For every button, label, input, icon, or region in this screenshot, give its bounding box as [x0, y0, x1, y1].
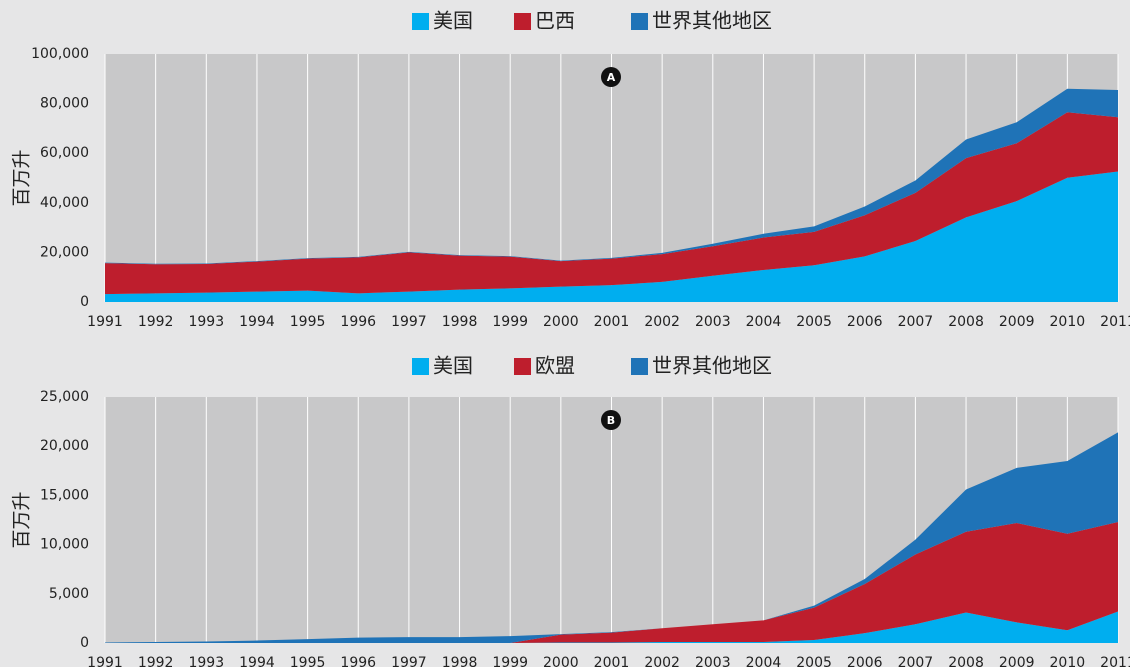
x-tick-label: 2010: [1050, 655, 1086, 667]
x-tick-label: 2007: [898, 314, 934, 330]
x-tick-label: 2011: [1100, 655, 1130, 667]
y-tick-label: 0: [80, 294, 89, 310]
annotation: B: [607, 414, 615, 427]
y-tick-label: 5,000: [49, 586, 89, 602]
y-axis-label: 百万升: [11, 491, 33, 548]
x-tick-label: 2003: [695, 314, 731, 330]
x-tick-label: 2003: [695, 655, 731, 667]
x-tick-label: 2001: [594, 314, 630, 330]
y-tick-label: 100,000: [31, 46, 89, 62]
annotation-marker: [601, 410, 621, 430]
x-tick-label: 2009: [999, 314, 1035, 330]
x-tick-label: 2008: [948, 655, 984, 667]
x-tick-label: 1995: [290, 314, 326, 330]
x-tick-label: 1993: [188, 655, 224, 667]
legend-label: 美国: [433, 9, 473, 33]
x-tick-label: 2005: [796, 314, 832, 330]
x-tick-label: 1997: [391, 655, 427, 667]
x-tick-label: 1994: [239, 314, 275, 330]
area: [105, 521, 1118, 643]
x-tick-label: 2008: [948, 314, 984, 330]
x-tick-label: 1993: [188, 314, 224, 330]
y-tick-label: 20,000: [40, 438, 89, 454]
x-tick-label: 2006: [847, 655, 883, 667]
x-tick-label: 1995: [290, 655, 326, 667]
legend-label: 巴西: [535, 9, 575, 33]
x-tick-label: 1996: [340, 655, 376, 667]
y-tick-label: 10,000: [40, 537, 89, 553]
legend-swatch: [514, 13, 531, 30]
legend-swatch: [412, 358, 429, 375]
x-tick-label: 1992: [138, 655, 174, 667]
legend-label: 世界其他地区: [652, 354, 772, 378]
legend-label: 欧盟: [535, 354, 575, 378]
x-tick-label: 1999: [492, 314, 528, 330]
x-tick-label: 1992: [138, 314, 174, 330]
x-tick-label: 2007: [898, 655, 934, 667]
area: [105, 112, 1118, 295]
x-tick-label: 1991: [87, 314, 123, 330]
y-axis-label: 百万升: [11, 149, 33, 206]
legend-label: 美国: [433, 354, 473, 378]
x-tick-label: 1999: [492, 655, 528, 667]
x-tick-label: 2005: [796, 655, 832, 667]
annotation-marker: [601, 67, 621, 87]
y-tick-label: 0: [80, 635, 89, 651]
x-tick-label: 1998: [442, 655, 478, 667]
x-tick-label: 2000: [543, 655, 579, 667]
x-tick-label: 1997: [391, 314, 427, 330]
legend-swatch: [412, 13, 429, 30]
legend-swatch: [514, 358, 531, 375]
x-tick-label: 2011: [1100, 314, 1130, 330]
x-tick-label: 2000: [543, 314, 579, 330]
y-tick-label: 40,000: [40, 195, 89, 211]
x-tick-label: 2002: [644, 655, 680, 667]
x-tick-label: 2002: [644, 314, 680, 330]
area: [105, 171, 1118, 302]
y-tick-label: 25,000: [40, 389, 89, 405]
area: [105, 611, 1118, 643]
x-tick-label: 2001: [594, 655, 630, 667]
x-tick-label: 2004: [746, 314, 782, 330]
legend-swatch: [631, 358, 648, 375]
legend-label: 世界其他地区: [652, 9, 772, 33]
legend-swatch: [631, 13, 648, 30]
x-tick-label: 1998: [442, 314, 478, 330]
annotation: A: [607, 71, 616, 84]
x-tick-label: 2009: [999, 655, 1035, 667]
x-tick-label: 1994: [239, 655, 275, 667]
x-tick-label: 1996: [340, 314, 376, 330]
y-tick-label: 60,000: [40, 145, 89, 161]
x-tick-label: 2006: [847, 314, 883, 330]
y-tick-label: 80,000: [40, 96, 89, 112]
y-tick-label: 15,000: [40, 487, 89, 503]
y-tick-label: 20,000: [40, 244, 89, 260]
x-tick-label: 2004: [746, 655, 782, 667]
x-tick-label: 1991: [87, 655, 123, 667]
x-tick-label: 2010: [1050, 314, 1086, 330]
